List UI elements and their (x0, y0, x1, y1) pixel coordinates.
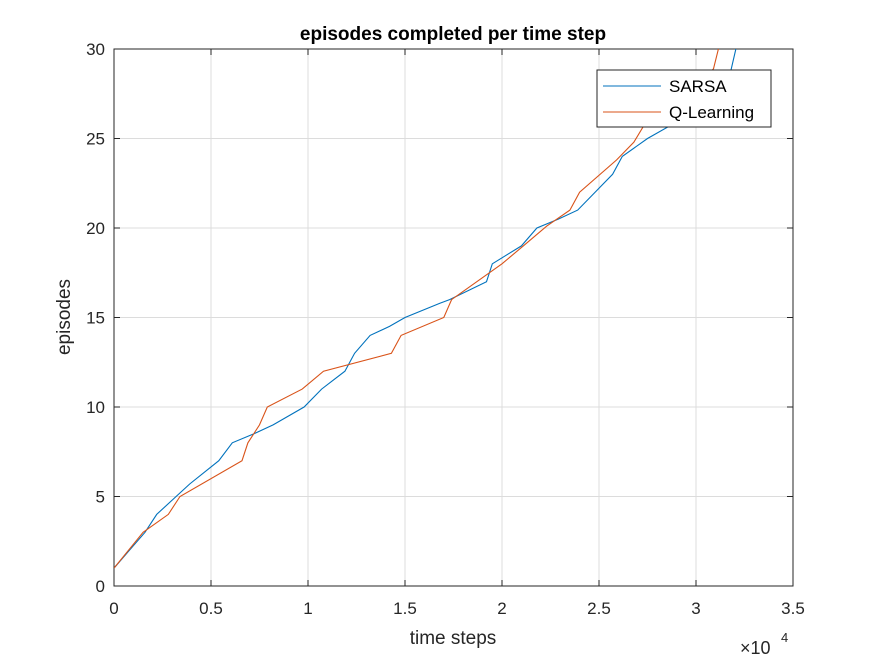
legend-box (596, 69, 772, 128)
y-tick-label: 15 (86, 309, 105, 328)
x-axis-label: time steps (410, 628, 497, 649)
x-tick-label: 3.5 (781, 599, 805, 618)
y-tick-label: 5 (96, 488, 105, 507)
x-tick-label: 2 (497, 599, 506, 618)
legend-label-q-learning: Q-Learning (669, 103, 754, 122)
x-tick-label: 0 (109, 599, 118, 618)
legend: SARSA Q-Learning (596, 69, 772, 128)
x-axis-exponent: ×10 4 (740, 630, 788, 658)
y-tick-label: 25 (86, 130, 105, 149)
x-tick-label: 2.5 (587, 599, 611, 618)
axes (113, 48, 794, 587)
legend-label-sarsa: SARSA (669, 77, 727, 96)
y-axis-label: episodes (54, 279, 75, 355)
x-tick-label: 3 (691, 599, 700, 618)
x-tick-label: 1 (303, 599, 312, 618)
y-tick-label: 20 (86, 219, 105, 238)
x-axis-exponent-power: 4 (781, 630, 788, 645)
y-tick-label: 0 (96, 577, 105, 596)
x-axis-exponent-base: ×10 (740, 638, 771, 656)
y-tick-label: 10 (86, 398, 105, 417)
y-tick-label: 30 (86, 40, 105, 59)
series-line-sarsa (114, 49, 737, 569)
x-tick-label: 1.5 (393, 599, 417, 618)
x-tick-label: 0.5 (199, 599, 223, 618)
chart-title: episodes completed per time step (300, 24, 606, 45)
tick-labels: 0 0.5 1 1.5 2 2.5 3 3.5 0 5 10 15 20 25 30 (86, 40, 805, 618)
